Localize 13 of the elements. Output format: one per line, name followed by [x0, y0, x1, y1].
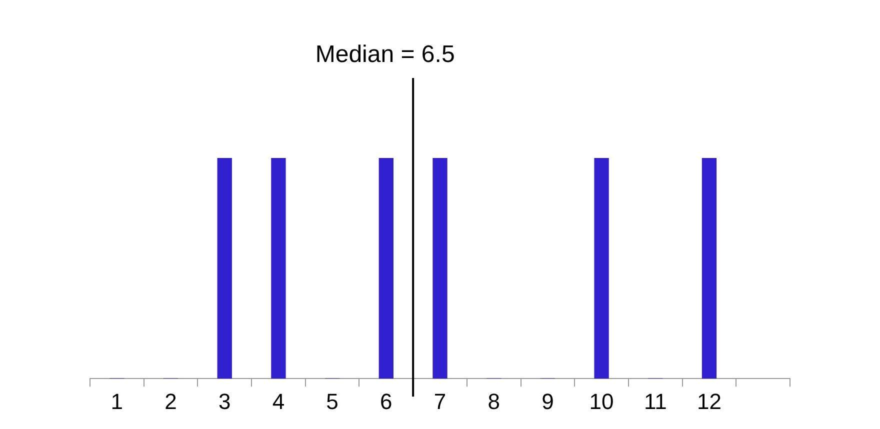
x-tick-label: 8 — [488, 388, 500, 414]
x-tick-label: 12 — [696, 388, 722, 414]
x-tick-label: 9 — [542, 388, 554, 414]
x-tick-label: 4 — [272, 388, 285, 414]
x-tick-label: 2 — [164, 388, 177, 414]
ref-line-label: Median = 6.5 — [315, 41, 455, 68]
x-tick-label: 5 — [326, 388, 338, 414]
x-tick-label: 10 — [589, 388, 614, 414]
x-tick-label: 3 — [218, 388, 231, 414]
x-tick-label: 6 — [380, 388, 392, 414]
x-tick-label: 1 — [110, 388, 124, 414]
x-tick-label: 11 — [644, 388, 667, 414]
x-tick-label: 7 — [434, 388, 446, 414]
